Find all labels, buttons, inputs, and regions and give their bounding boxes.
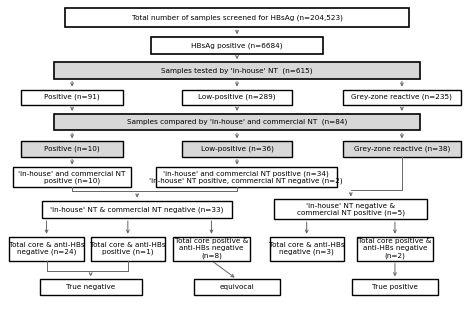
- FancyBboxPatch shape: [270, 237, 344, 260]
- Text: True negative: True negative: [66, 284, 115, 290]
- FancyBboxPatch shape: [173, 237, 250, 260]
- Text: HBsAg positive (n=6684): HBsAg positive (n=6684): [191, 42, 283, 49]
- Text: equivocal: equivocal: [219, 284, 255, 290]
- Text: 'in-house' NT & commercial NT negative (n=33): 'in-house' NT & commercial NT negative (…: [50, 206, 224, 213]
- Text: Grey-zone reactive (n=235): Grey-zone reactive (n=235): [351, 94, 452, 100]
- FancyBboxPatch shape: [343, 141, 461, 156]
- Text: Positive (n=10): Positive (n=10): [44, 146, 100, 152]
- Text: Total core & anti-HBs
negative (n=3): Total core & anti-HBs negative (n=3): [269, 242, 345, 255]
- FancyBboxPatch shape: [42, 200, 232, 218]
- FancyBboxPatch shape: [21, 90, 123, 105]
- Text: True positive: True positive: [372, 284, 418, 290]
- FancyBboxPatch shape: [343, 90, 461, 105]
- Text: Total core & anti-HBs
negative (n=24): Total core & anti-HBs negative (n=24): [9, 242, 84, 255]
- FancyBboxPatch shape: [356, 237, 433, 260]
- Text: 'in-house' and commercial NT positive (n=34)
'in-house' NT positive, commercial : 'in-house' and commercial NT positive (n…: [149, 170, 343, 185]
- Text: Total core & anti-HBs
positive (n=1): Total core & anti-HBs positive (n=1): [90, 242, 165, 255]
- Text: Samples compared by 'in-house' and commercial NT  (n=84): Samples compared by 'in-house' and comme…: [127, 119, 347, 126]
- Text: Total core positive &
anti-HBs negative
(n=2): Total core positive & anti-HBs negative …: [358, 238, 432, 259]
- Text: Low-positive (n=36): Low-positive (n=36): [201, 146, 273, 152]
- FancyBboxPatch shape: [194, 279, 280, 295]
- FancyBboxPatch shape: [21, 141, 123, 156]
- Text: Total number of samples screened for HBsAg (n=204,523): Total number of samples screened for HBs…: [132, 14, 342, 21]
- Text: 'in-house' and commercial NT
positive (n=10): 'in-house' and commercial NT positive (n…: [18, 170, 126, 184]
- Text: Grey-zone reactive (n=38): Grey-zone reactive (n=38): [354, 146, 450, 152]
- FancyBboxPatch shape: [39, 279, 142, 295]
- FancyBboxPatch shape: [13, 168, 131, 187]
- Text: Total core positive &
anti-HBs negative
(n=8): Total core positive & anti-HBs negative …: [175, 238, 248, 259]
- FancyBboxPatch shape: [65, 8, 409, 27]
- FancyBboxPatch shape: [151, 37, 323, 54]
- FancyBboxPatch shape: [352, 279, 438, 295]
- FancyBboxPatch shape: [155, 168, 337, 187]
- FancyBboxPatch shape: [54, 114, 420, 130]
- FancyBboxPatch shape: [182, 141, 292, 156]
- Text: Low-positive (n=289): Low-positive (n=289): [198, 94, 276, 100]
- FancyBboxPatch shape: [91, 237, 165, 260]
- Text: 'in-house' NT negative &
commercial NT positive (n=5): 'in-house' NT negative & commercial NT p…: [297, 202, 405, 216]
- FancyBboxPatch shape: [9, 237, 84, 260]
- FancyBboxPatch shape: [274, 200, 428, 219]
- FancyBboxPatch shape: [182, 90, 292, 105]
- Text: Samples tested by 'in-house' NT  (n=615): Samples tested by 'in-house' NT (n=615): [161, 67, 313, 74]
- FancyBboxPatch shape: [54, 62, 420, 79]
- Text: Positive (n=91): Positive (n=91): [44, 94, 100, 100]
